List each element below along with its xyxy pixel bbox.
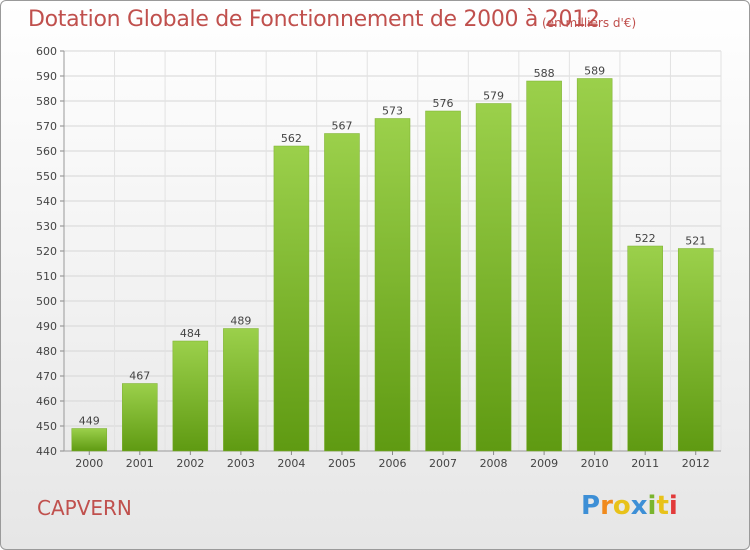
bar bbox=[374, 118, 411, 452]
x-tick-label: 2009 bbox=[530, 457, 558, 470]
y-tick-label: 440 bbox=[36, 445, 57, 458]
logo-letter: o bbox=[612, 491, 631, 521]
chart-subtitle: (en milliers d'€) bbox=[542, 16, 637, 30]
chart-title: Dotation Globale de Fonctionnement de 20… bbox=[28, 7, 600, 32]
x-tick-label: 2006 bbox=[379, 457, 407, 470]
data-label: 573 bbox=[382, 105, 403, 118]
bar bbox=[122, 383, 158, 452]
bar bbox=[677, 248, 714, 452]
logo-letter: P bbox=[581, 491, 601, 521]
y-tick-label: 510 bbox=[36, 270, 57, 283]
commune-name: CAPVERN bbox=[37, 496, 132, 520]
data-label: 567 bbox=[331, 120, 352, 133]
y-tick-label: 500 bbox=[36, 295, 57, 308]
y-tick-label: 540 bbox=[36, 195, 57, 208]
bar bbox=[627, 245, 663, 452]
bar bbox=[425, 110, 461, 452]
x-tick-label: 2003 bbox=[227, 457, 255, 470]
bar bbox=[475, 103, 512, 452]
y-tick-label: 560 bbox=[36, 145, 57, 158]
y-tick-label: 490 bbox=[36, 320, 57, 333]
bar bbox=[71, 428, 108, 452]
data-label: 589 bbox=[584, 65, 605, 78]
logo-letter: i bbox=[668, 491, 678, 521]
x-tick-label: 2010 bbox=[581, 457, 609, 470]
x-tick-label: 2007 bbox=[429, 457, 457, 470]
y-tick-label: 480 bbox=[36, 345, 57, 358]
y-tick-label: 600 bbox=[36, 45, 57, 58]
y-tick-label: 470 bbox=[36, 370, 57, 383]
x-tick-label: 2001 bbox=[126, 457, 154, 470]
data-label: 449 bbox=[79, 415, 100, 428]
labels: 440 450 460 470 480 490 500 510 520 530 540 550 560 5… bbox=[36, 45, 710, 470]
bar bbox=[324, 133, 360, 452]
y-tick-label: 520 bbox=[36, 245, 57, 258]
y-tick-label: 460 bbox=[36, 395, 57, 408]
data-label: 489 bbox=[230, 315, 251, 328]
y-tick-label: 590 bbox=[36, 70, 57, 83]
x-tick-label: 2002 bbox=[176, 457, 204, 470]
proxiti-logo[interactable]: Proxiti bbox=[581, 491, 678, 521]
data-label: 579 bbox=[483, 90, 504, 103]
data-label: 521 bbox=[685, 235, 706, 248]
data-label: 467 bbox=[129, 370, 150, 383]
x-tick-label: 2005 bbox=[328, 457, 356, 470]
x-tick-label: 2008 bbox=[480, 457, 508, 470]
bar bbox=[526, 80, 562, 452]
y-tick-label: 550 bbox=[36, 170, 57, 183]
bar bbox=[576, 78, 613, 452]
data-label: 522 bbox=[635, 232, 656, 245]
data-label: 576 bbox=[433, 97, 454, 110]
bar bbox=[273, 145, 310, 452]
x-tick-label: 2012 bbox=[682, 457, 710, 470]
y-tick-label: 580 bbox=[36, 95, 57, 108]
y-tick-label: 530 bbox=[36, 220, 57, 233]
bar bbox=[172, 340, 209, 452]
bar bbox=[223, 328, 259, 452]
logo-letter: x bbox=[630, 491, 648, 521]
logo-letter: i bbox=[647, 491, 657, 521]
logo-letter: t bbox=[656, 491, 669, 521]
x-tick-label: 2011 bbox=[631, 457, 659, 470]
data-label: 588 bbox=[534, 67, 555, 80]
x-tick-label: 2000 bbox=[75, 457, 103, 470]
y-tick-label: 450 bbox=[36, 420, 57, 433]
data-label: 562 bbox=[281, 132, 302, 145]
y-tick-label: 570 bbox=[36, 120, 57, 133]
bars bbox=[71, 78, 714, 452]
x-tick-label: 2004 bbox=[277, 457, 305, 470]
logo-letter: r bbox=[600, 491, 613, 521]
data-label: 484 bbox=[180, 327, 201, 340]
